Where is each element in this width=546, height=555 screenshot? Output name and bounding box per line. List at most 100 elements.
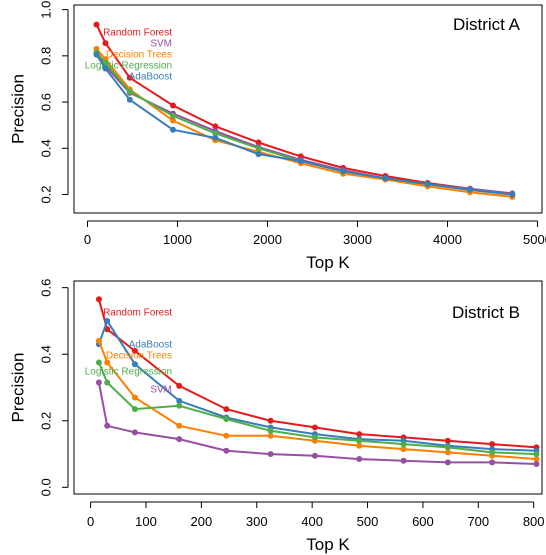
x-tick-label: 4000 — [433, 232, 462, 247]
data-point — [104, 317, 111, 324]
data-point — [176, 436, 183, 443]
data-point — [311, 452, 318, 459]
x-tick-label: 2000 — [253, 232, 282, 247]
plot-frame — [73, 280, 543, 495]
data-point — [424, 181, 431, 188]
data-point — [126, 96, 133, 103]
data-point — [267, 427, 274, 434]
data-point — [176, 422, 183, 429]
legend-entry: Logistic Regression — [85, 367, 172, 378]
data-point — [170, 102, 176, 109]
legend-entry: Decision Trees — [106, 50, 172, 61]
data-point — [102, 59, 109, 66]
x-tick-label: 500 — [357, 514, 379, 529]
x-tick-label: 3000 — [343, 232, 372, 247]
series-line — [97, 318, 537, 452]
series-logistic-regression — [95, 359, 540, 458]
data-point — [212, 134, 219, 141]
x-tick-label: 700 — [467, 514, 489, 529]
data-point — [444, 449, 451, 456]
data-point — [95, 359, 102, 366]
x-tick-label: 1000 — [163, 232, 192, 247]
data-point — [176, 402, 183, 409]
data-point — [102, 65, 109, 72]
data-point — [267, 451, 274, 458]
data-point — [170, 126, 176, 133]
data-point — [356, 442, 363, 449]
legend-entry: Decision Trees — [106, 351, 172, 362]
y-tick-label: 0.2 — [39, 412, 54, 430]
data-point — [104, 379, 111, 386]
x-tick-label: 5000 — [523, 232, 546, 247]
data-point — [212, 130, 219, 137]
data-point — [444, 459, 451, 466]
series-random-forest — [95, 296, 540, 451]
data-point — [444, 437, 451, 444]
legend-entry: Random Forest — [103, 308, 172, 319]
panel-title: District A — [453, 15, 521, 34]
y-tick-label: 1.0 — [39, 1, 54, 19]
series-line — [97, 382, 537, 465]
y-tick-label: 0.4 — [39, 345, 54, 363]
x-tick-label: 600 — [412, 514, 434, 529]
data-point — [95, 296, 102, 303]
x-tick-label: 800 — [523, 514, 545, 529]
y-tick-label: 0.0 — [39, 478, 54, 496]
data-point — [382, 175, 389, 182]
data-point — [533, 451, 540, 458]
data-point — [311, 434, 318, 441]
y-tick-label: 0.6 — [39, 279, 54, 297]
panel-title: District B — [452, 303, 520, 322]
data-point — [356, 456, 363, 463]
data-point — [212, 123, 219, 130]
series-line — [97, 340, 537, 461]
data-point — [223, 432, 230, 439]
panel-district-a: 0.2 0.4 0.6 0.8 1.0 0 1000 2000 3000 4000 5000 Top … — [9, 1, 546, 272]
data-point — [400, 457, 407, 464]
data-point — [223, 416, 230, 423]
data-point — [311, 424, 318, 431]
data-point — [176, 382, 183, 389]
data-point — [489, 449, 496, 456]
data-point — [267, 432, 274, 439]
data-point — [400, 446, 407, 453]
data-point — [400, 441, 407, 448]
x-axis-title: Top K — [306, 535, 350, 554]
data-point — [131, 429, 138, 436]
series-line — [97, 362, 537, 456]
data-point — [297, 158, 304, 164]
legend-entry: SVM — [150, 39, 172, 50]
data-point — [93, 51, 100, 58]
y-tick-label: 0.4 — [39, 139, 54, 157]
data-point — [223, 447, 230, 454]
x-tick-label: 0 — [87, 514, 94, 529]
data-point — [131, 347, 138, 354]
data-point — [131, 394, 138, 401]
x-axis-title: Top K — [306, 253, 350, 272]
data-point — [340, 168, 347, 175]
legend-entry: Logistic Regression — [85, 61, 172, 72]
series-line — [95, 54, 513, 196]
data-point — [255, 145, 262, 152]
y-axis-title: Precision — [9, 353, 28, 423]
series-line — [97, 299, 537, 449]
data-point — [170, 112, 176, 119]
data-point — [489, 441, 496, 448]
legend-entry: AdaBoost — [129, 72, 173, 83]
legend-entry: AdaBoost — [129, 340, 173, 351]
x-tick-label: 300 — [246, 514, 268, 529]
data-point — [356, 437, 363, 444]
y-tick-label: 0.6 — [39, 93, 54, 111]
y-tick-label: 0.8 — [39, 47, 54, 65]
data-point — [489, 459, 496, 466]
x-tick-label: 200 — [191, 514, 213, 529]
data-point — [131, 361, 138, 368]
data-point — [467, 186, 473, 193]
x-tick-label: 0 — [84, 232, 91, 247]
data-point — [444, 444, 451, 451]
data-point — [104, 359, 111, 366]
data-point — [176, 397, 183, 404]
data-point — [255, 151, 262, 158]
y-axis-title: Precision — [9, 74, 28, 144]
data-point — [223, 406, 230, 413]
